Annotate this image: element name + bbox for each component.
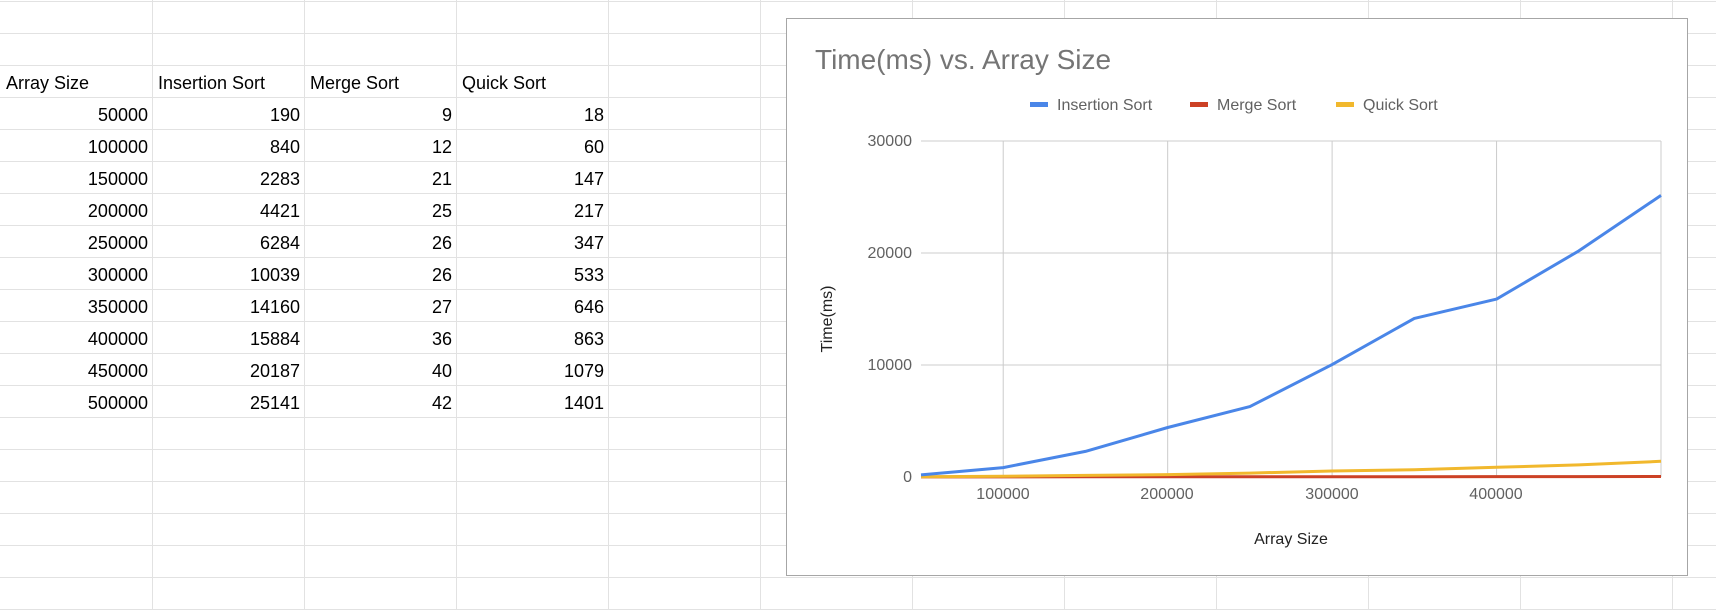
cell-insertion-sort[interactable]: 25141 <box>249 393 300 413</box>
header-cell-insertion-sort[interactable]: Insertion Sort <box>158 73 266 93</box>
y-axis-title: Time(ms) <box>819 286 836 353</box>
series-line-insertion-sort <box>920 194 1662 477</box>
row-divider <box>0 1 1716 2</box>
cell-merge-sort[interactable]: 9 <box>441 105 452 125</box>
cell-insertion-sort[interactable]: 2283 <box>259 169 300 189</box>
cell-insertion-sort[interactable]: 20187 <box>249 361 300 381</box>
cell-insertion-sort[interactable]: 4421 <box>259 201 300 221</box>
embedded-chart[interactable]: Time(ms) vs. Array Size Insertion Sort M… <box>786 18 1688 576</box>
cell-merge-sort[interactable]: 40 <box>431 361 452 381</box>
column-divider <box>152 0 153 610</box>
cell-array-size[interactable]: 50000 <box>97 105 148 125</box>
cell-insertion-sort[interactable]: 840 <box>269 137 300 157</box>
plot-gridlines <box>921 140 1662 478</box>
cell-quick-sort[interactable]: 533 <box>573 265 604 285</box>
legend-swatch-merge-sort <box>1190 102 1208 107</box>
chart-title: Time(ms) vs. Array Size <box>815 44 1111 75</box>
cell-array-size[interactable]: 250000 <box>87 233 148 253</box>
legend-swatch-quick-sort <box>1336 102 1354 107</box>
x-tick-label: 300000 <box>1305 486 1358 503</box>
x-tick-label: 200000 <box>1140 486 1193 503</box>
row-divider <box>0 577 1716 578</box>
y-tick-label: 20000 <box>868 245 913 262</box>
series-line-quick-sort <box>920 459 1662 479</box>
column-divider <box>456 0 457 610</box>
cell-merge-sort[interactable]: 27 <box>431 297 452 317</box>
legend-label-merge-sort: Merge Sort <box>1217 97 1297 114</box>
legend-label-quick-sort: Quick Sort <box>1363 97 1438 114</box>
header-cell-quick-sort[interactable]: Quick Sort <box>462 73 547 93</box>
chart-legend[interactable]: Insertion Sort Merge Sort Quick Sort <box>1030 97 1438 114</box>
cell-merge-sort[interactable]: 25 <box>431 201 452 221</box>
cell-quick-sort[interactable]: 1401 <box>563 393 604 413</box>
cell-array-size[interactable]: 300000 <box>87 265 148 285</box>
cell-merge-sort[interactable]: 26 <box>431 265 452 285</box>
cell-merge-sort[interactable]: 36 <box>431 329 452 349</box>
x-tick-label: 100000 <box>976 486 1029 503</box>
cell-quick-sort[interactable]: 347 <box>573 233 604 253</box>
cell-merge-sort[interactable]: 21 <box>431 169 452 189</box>
column-divider <box>760 0 761 610</box>
cell-array-size[interactable]: 500000 <box>87 393 148 413</box>
column-divider <box>304 0 305 610</box>
x-tick-label: 400000 <box>1469 486 1522 503</box>
cell-array-size[interactable]: 100000 <box>87 137 148 157</box>
cell-array-size[interactable]: 150000 <box>87 169 148 189</box>
cell-insertion-sort[interactable]: 6284 <box>259 233 300 253</box>
cell-array-size[interactable]: 350000 <box>87 297 148 317</box>
y-tick-label: 0 <box>903 469 912 486</box>
cell-insertion-sort[interactable]: 10039 <box>249 265 300 285</box>
legend-swatch-insertion-sort <box>1030 102 1048 107</box>
header-cell-array-size[interactable]: Array Size <box>6 73 90 93</box>
cell-merge-sort[interactable]: 26 <box>431 233 452 253</box>
y-tick-label: 10000 <box>868 357 913 374</box>
cell-quick-sort[interactable]: 217 <box>573 201 604 221</box>
cell-insertion-sort[interactable]: 15884 <box>249 329 300 349</box>
cell-merge-sort[interactable]: 42 <box>431 393 452 413</box>
cell-merge-sort[interactable]: 12 <box>431 137 452 157</box>
header-cell-merge-sort[interactable]: Merge Sort <box>310 73 400 93</box>
x-axis-title: Array Size <box>1254 531 1328 548</box>
cell-quick-sort[interactable]: 18 <box>583 105 604 125</box>
cell-quick-sort[interactable]: 863 <box>573 329 604 349</box>
cell-array-size[interactable]: 450000 <box>87 361 148 381</box>
line-chart: Time(ms) vs. Array Size Insertion Sort M… <box>815 44 1662 548</box>
cell-array-size[interactable]: 200000 <box>87 201 148 221</box>
cell-insertion-sort[interactable]: 14160 <box>249 297 300 317</box>
cell-insertion-sort[interactable]: 190 <box>269 105 300 125</box>
cell-quick-sort[interactable]: 60 <box>583 137 604 157</box>
legend-label-insertion-sort: Insertion Sort <box>1057 97 1153 114</box>
cell-quick-sort[interactable]: 147 <box>573 169 604 189</box>
column-divider <box>608 0 609 610</box>
cell-quick-sort[interactable]: 1079 <box>563 361 604 381</box>
cell-quick-sort[interactable]: 646 <box>573 297 604 317</box>
cell-array-size[interactable]: 400000 <box>87 329 148 349</box>
y-tick-label: 30000 <box>868 133 913 150</box>
